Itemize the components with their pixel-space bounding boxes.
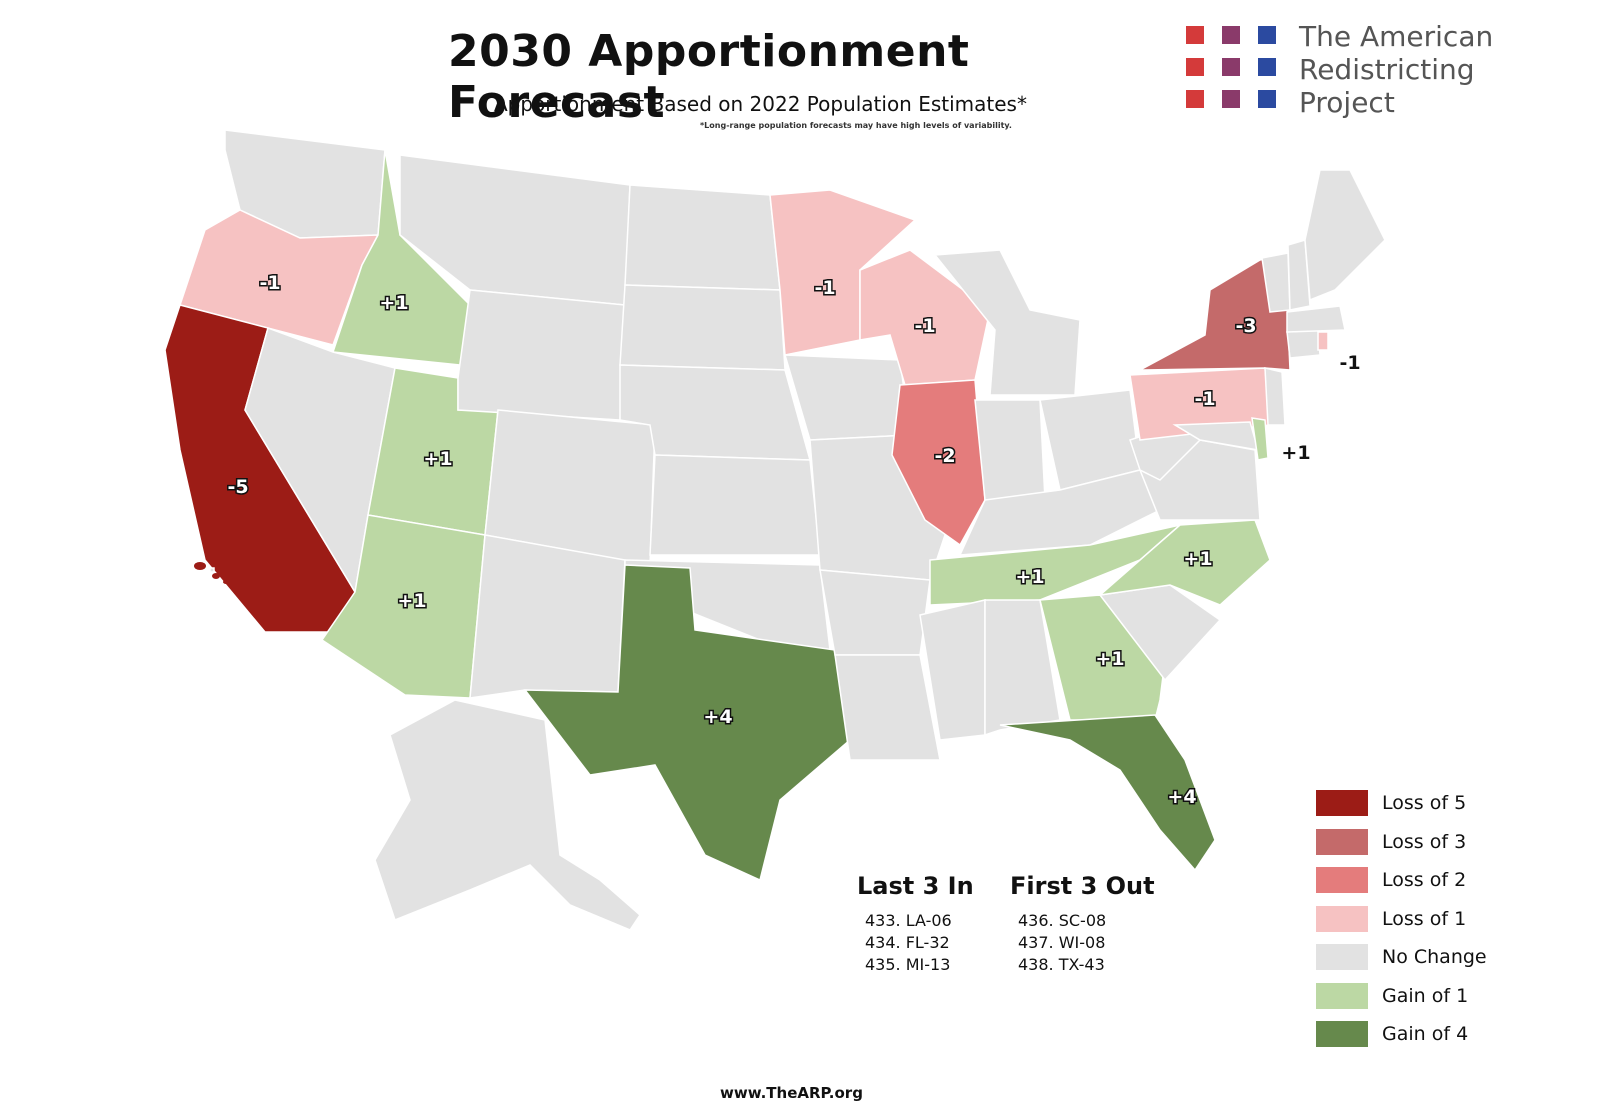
- state-label-idaho: +1: [379, 292, 408, 314]
- state-new-hampshire: [1287, 239, 1311, 311]
- state-label-arizona: +1: [397, 590, 426, 612]
- list-item: 434. FL-32: [865, 933, 950, 952]
- first-out-heading: First 3 Out: [1010, 872, 1155, 900]
- legend-item: Loss of 3: [1316, 823, 1487, 862]
- state-label-pennsylvania: -1: [1194, 388, 1215, 410]
- state-label-utah: +1: [423, 448, 452, 470]
- logo-text: The American Redistricting Project: [1299, 20, 1493, 119]
- state-maine: [1304, 169, 1386, 302]
- state-iowa: [783, 354, 911, 441]
- state-alaska: [374, 699, 641, 931]
- state-florida: [999, 714, 1216, 872]
- state-new-mexico: [469, 534, 626, 699]
- state-louisiana: [834, 654, 941, 761]
- california-island: [212, 573, 220, 579]
- state-south-dakota: [619, 284, 786, 371]
- arp-logo: The American Redistricting Project: [1186, 20, 1506, 120]
- state-arkansas: [819, 569, 931, 656]
- logo-square: [1258, 58, 1276, 76]
- legend-swatch: [1316, 867, 1368, 894]
- legend-swatch: [1316, 1021, 1368, 1048]
- california-island: [194, 562, 206, 570]
- state-label-california: -5: [227, 476, 248, 498]
- states-layer: [164, 129, 1386, 931]
- logo-square: [1258, 26, 1276, 44]
- logo-square: [1186, 26, 1204, 44]
- state-label-delaware: +1: [1281, 442, 1310, 464]
- legend-label: Loss of 5: [1382, 792, 1467, 815]
- legend-item: No Change: [1316, 938, 1487, 977]
- state-label-tennessee: +1: [1015, 566, 1044, 588]
- legend-label: Gain of 1: [1382, 984, 1469, 1007]
- legend-swatch: [1316, 790, 1368, 817]
- state-label-oregon: -1: [259, 272, 280, 294]
- state-kansas: [649, 454, 821, 556]
- legend-item: Loss of 2: [1316, 861, 1487, 900]
- legend: Loss of 5 Loss of 3 Loss of 2 Loss of 1 No C…: [1316, 784, 1487, 1054]
- logo-square: [1258, 90, 1276, 108]
- labels-layer: -1 -5 +1 +1 +1 +4 -1 -1 -2 +1 +1 +4 +1 -1 -3 +1 -1: [226, 271, 1361, 810]
- state-delaware: [1251, 417, 1269, 461]
- state-north-carolina: [1097, 519, 1271, 606]
- logo-line: Redistricting: [1299, 53, 1475, 86]
- logo-square: [1186, 58, 1204, 76]
- logo-square: [1186, 90, 1204, 108]
- legend-label: Loss of 3: [1382, 830, 1467, 853]
- state-idaho: [331, 149, 471, 366]
- logo-square: [1222, 58, 1240, 76]
- state-label-illinois: -2: [934, 445, 955, 467]
- state-wyoming: [457, 289, 626, 421]
- logo-square: [1222, 90, 1240, 108]
- logo-squares: [1186, 26, 1276, 108]
- footnote: *Long-range population forecasts may hav…: [700, 121, 1012, 130]
- state-illinois: [891, 379, 986, 547]
- california-island: [223, 580, 229, 584]
- list-item: 433. LA-06: [865, 911, 952, 930]
- last-in-heading: Last 3 In: [857, 872, 974, 900]
- state-label-new-york: -3: [1235, 315, 1256, 337]
- list-item: 435. MI-13: [865, 955, 951, 974]
- state-indiana: [974, 399, 1046, 501]
- legend-swatch: [1316, 828, 1368, 855]
- legend-item: Loss of 5: [1316, 784, 1487, 823]
- legend-label: Loss of 2: [1382, 869, 1467, 892]
- legend-swatch: [1316, 944, 1368, 971]
- first-out-list: First 3 Out 436. SC-08 437. WI-08 438. T…: [1010, 872, 1155, 976]
- list-item: 438. TX-43: [1018, 955, 1105, 974]
- legend-label: No Change: [1382, 946, 1487, 969]
- list-item: 437. WI-08: [1018, 933, 1106, 952]
- state-label-wisconsin: -1: [914, 315, 935, 337]
- legend-item: Gain of 1: [1316, 977, 1487, 1016]
- website-url: www.TheARP.org: [720, 1084, 863, 1102]
- state-connecticut: [1286, 329, 1321, 359]
- state-label-minnesota: -1: [814, 277, 835, 299]
- state-north-dakota: [624, 184, 781, 291]
- legend-swatch: [1316, 905, 1368, 932]
- legend-item: Gain of 4: [1316, 1015, 1487, 1054]
- logo-square: [1222, 26, 1240, 44]
- map-title: 2030 Apportionment Forecast: [448, 26, 970, 128]
- state-new-jersey: [1264, 367, 1286, 426]
- list-item: 436. SC-08: [1018, 911, 1107, 930]
- last-in-list: Last 3 In 433. LA-06 434. FL-32 435. MI-…: [857, 872, 974, 976]
- state-rhode-island: [1317, 331, 1329, 351]
- state-label-georgia: +1: [1095, 648, 1124, 670]
- state-hawaii: [209, 567, 215, 573]
- legend-item: Loss of 1: [1316, 900, 1487, 939]
- state-massachusetts: [1286, 305, 1346, 333]
- legend-label: Loss of 1: [1382, 907, 1467, 930]
- logo-line: Project: [1299, 86, 1395, 119]
- state-label-rhode-island: -1: [1339, 352, 1360, 374]
- legend-label: Gain of 4: [1382, 1023, 1469, 1046]
- state-oregon: [179, 209, 380, 346]
- state-label-texas: +4: [703, 706, 732, 728]
- legend-swatch: [1316, 982, 1368, 1009]
- map-subtitle: Apportionment Based on 2022 Population E…: [494, 92, 1027, 116]
- state-label-florida: +4: [1167, 786, 1196, 808]
- state-label-north-carolina: +1: [1183, 548, 1212, 570]
- state-michigan: [933, 249, 1081, 396]
- state-texas: [523, 564, 851, 882]
- logo-line: The American: [1299, 20, 1494, 53]
